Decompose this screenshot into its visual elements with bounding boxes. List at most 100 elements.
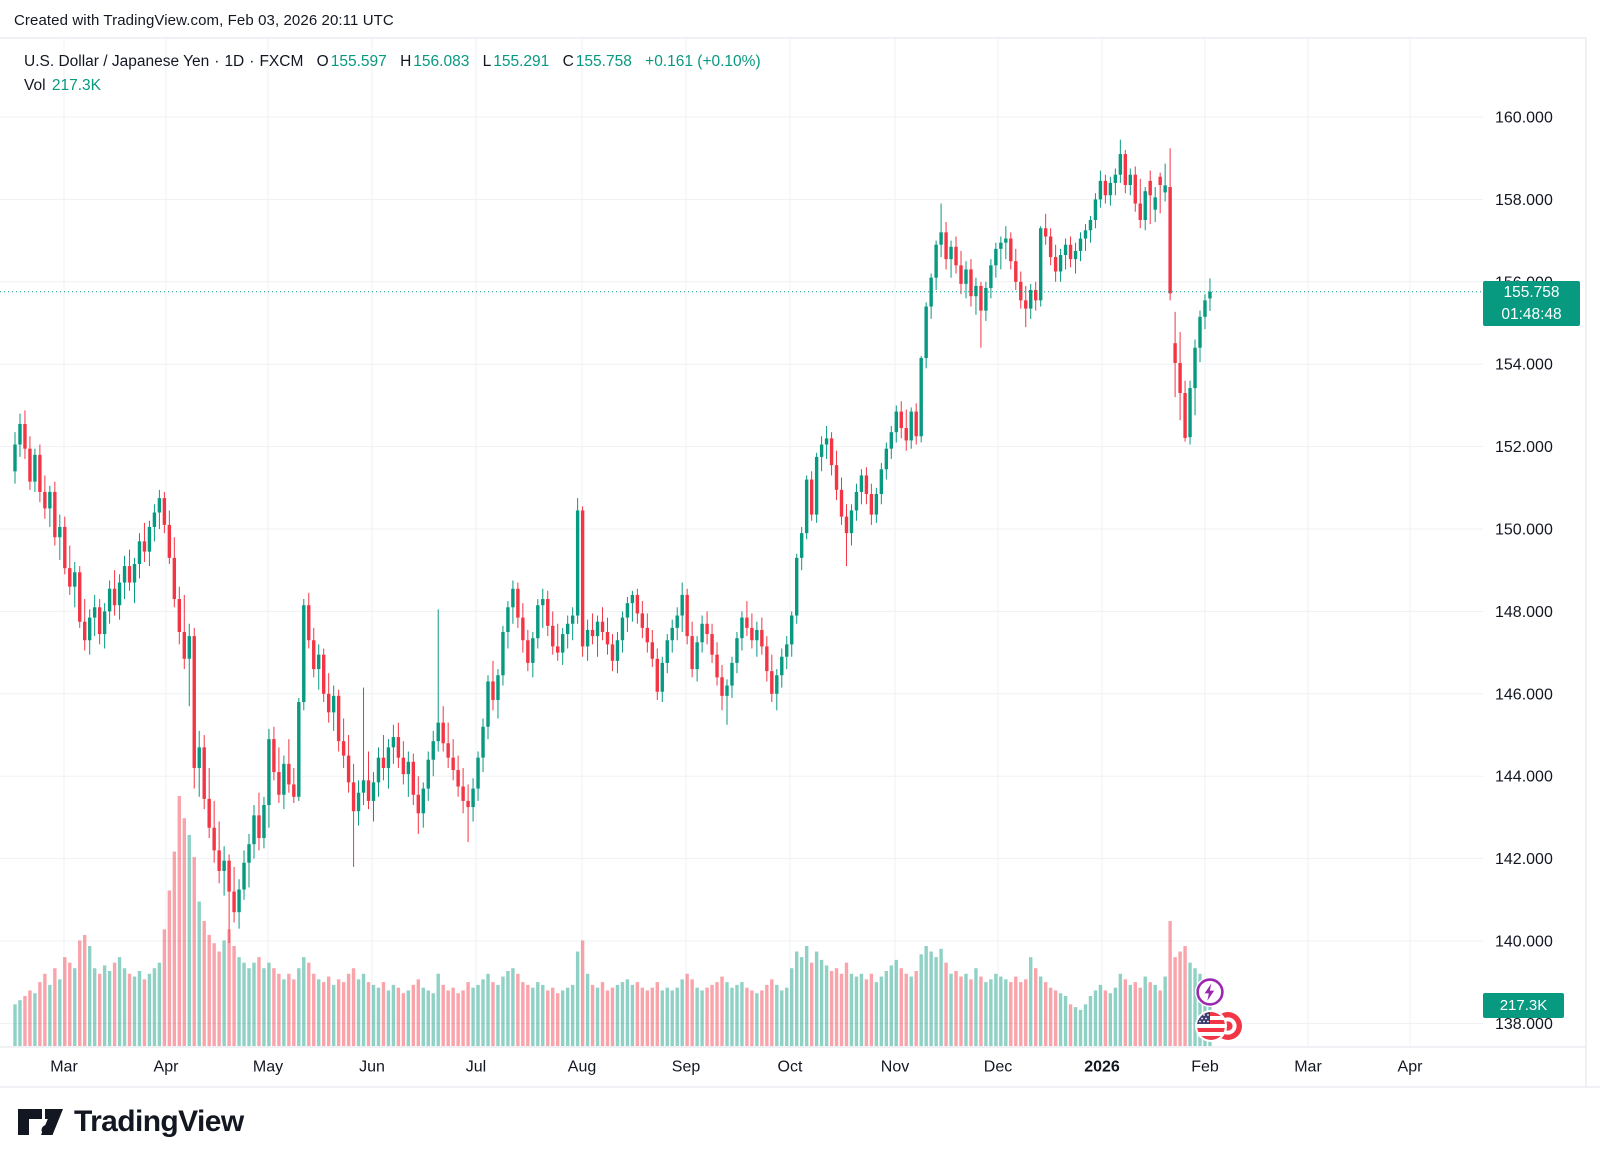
candle <box>924 302 928 369</box>
candle-body <box>182 632 186 659</box>
candle-body <box>1004 238 1008 243</box>
volume-bar <box>939 948 943 1046</box>
candle <box>122 555 127 600</box>
candle-body <box>346 755 351 783</box>
candle <box>625 596 630 632</box>
candle <box>307 592 311 649</box>
open-value: 155.597 <box>330 53 387 70</box>
candle <box>1014 248 1018 291</box>
volume-bar <box>655 982 659 1046</box>
volume-bar <box>117 957 122 1046</box>
candle <box>984 281 988 321</box>
bar-countdown: 01:48:48 <box>1501 306 1562 323</box>
candle-body <box>964 269 968 284</box>
time-axis-label: Aug <box>568 1059 596 1076</box>
volume-bar <box>999 976 1003 1046</box>
volume-bar <box>959 976 963 1046</box>
candle-body <box>755 629 759 641</box>
candle <box>994 242 998 278</box>
volume-bar <box>750 990 754 1046</box>
candle-body <box>1053 257 1058 272</box>
candle-body <box>585 629 590 647</box>
candle-body <box>242 862 246 890</box>
candle <box>1088 215 1093 243</box>
candle-body <box>1063 244 1068 256</box>
candle <box>43 475 47 519</box>
tradingview-logo[interactable]: TradingView <box>18 1105 244 1139</box>
candle-body <box>356 792 361 812</box>
volume-bar <box>78 940 82 1046</box>
volume-bar <box>1118 973 1123 1046</box>
volume-bar <box>227 929 231 1046</box>
time-axis-label: 2026 <box>1084 1059 1120 1076</box>
candle <box>406 751 411 797</box>
candle-body <box>1123 154 1128 185</box>
candle-body <box>167 524 172 558</box>
volume-bar <box>889 965 893 1046</box>
candle-body <box>799 533 804 558</box>
candle-body <box>750 627 754 641</box>
candle <box>1153 187 1157 223</box>
volume-bar <box>630 984 635 1046</box>
candle-body <box>68 568 72 587</box>
candle <box>341 718 346 768</box>
candle-body <box>546 599 550 626</box>
candle <box>1108 176 1113 206</box>
volume-bar <box>854 976 859 1046</box>
candle <box>1073 242 1078 274</box>
volume-bar <box>371 984 376 1046</box>
candle-body <box>33 454 37 482</box>
candle-body <box>879 469 884 494</box>
candle <box>685 588 689 645</box>
candle-body <box>680 594 684 616</box>
volume-bar <box>929 951 933 1046</box>
candle-body <box>1103 180 1108 196</box>
candle-body <box>1088 220 1093 231</box>
candle-body <box>202 747 206 799</box>
candle-body <box>1113 174 1118 183</box>
candle-body <box>775 675 779 694</box>
candle-body <box>675 615 679 628</box>
candle <box>1143 187 1147 231</box>
candle <box>312 627 316 678</box>
time-scale[interactable]: Mar Apr May Jun Jul Aug Sep Oct Nov Dec 2026 Feb Mar… <box>50 1059 1423 1076</box>
volume-bar <box>770 979 774 1046</box>
volume-bar <box>904 973 908 1046</box>
candle-body <box>615 640 620 661</box>
candle-body <box>1019 281 1023 301</box>
candle-body <box>147 526 152 552</box>
candle <box>695 636 699 682</box>
volume-bar <box>979 976 983 1046</box>
volume-bar <box>1029 957 1033 1046</box>
candle <box>575 498 580 624</box>
candle-body <box>1148 180 1152 196</box>
price-scale[interactable]: 160.000158.000156.000154.000152.000150.0… <box>1495 110 1553 1033</box>
volume-bar <box>356 979 361 1046</box>
candle <box>620 611 625 653</box>
volume-bar <box>38 982 42 1046</box>
candle-body <box>78 572 82 622</box>
candle <box>481 718 485 773</box>
candle-body <box>122 566 127 583</box>
candle-body <box>232 891 236 913</box>
volume-bar <box>1188 962 1192 1046</box>
candle-body <box>725 685 729 696</box>
candle <box>416 776 420 834</box>
candle <box>884 442 889 480</box>
candle <box>83 599 87 651</box>
candle-body <box>1048 236 1053 258</box>
price-axis-label: 150.000 <box>1495 522 1553 539</box>
candle <box>1193 339 1197 416</box>
candle <box>172 537 177 608</box>
candle-body <box>854 491 859 511</box>
candle-body <box>511 588 515 608</box>
candle <box>526 629 530 672</box>
price-axis-label: 154.000 <box>1495 357 1553 374</box>
candle <box>1093 193 1098 229</box>
candle-body <box>461 786 465 801</box>
interval-label[interactable]: 1D <box>224 53 245 70</box>
symbol-title[interactable]: U.S. Dollar / Japanese Yen <box>24 53 210 70</box>
candle-body <box>381 757 386 768</box>
time-axis-label: Mar <box>50 1059 78 1076</box>
